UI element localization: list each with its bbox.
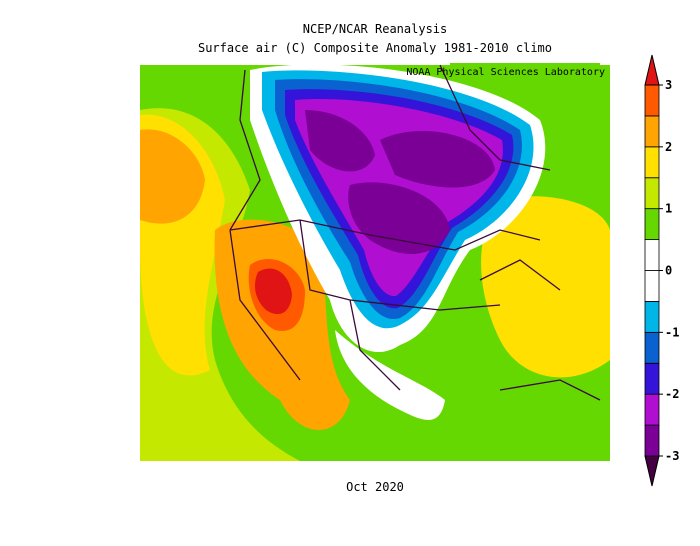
date-label: Oct 2020 bbox=[346, 480, 404, 494]
colorbar-segment bbox=[644, 301, 660, 333]
map bbox=[140, 64, 610, 462]
colorbar-segment bbox=[644, 84, 660, 117]
colorbar-segment bbox=[644, 146, 660, 179]
colorbar-segment bbox=[644, 331, 660, 364]
colorbar-segment bbox=[644, 362, 660, 395]
region bbox=[140, 129, 205, 224]
colorbar-tick-label: 0 bbox=[665, 264, 672, 278]
colorbar-tick-label: -3 bbox=[665, 449, 679, 463]
region bbox=[254, 268, 292, 315]
region bbox=[481, 196, 610, 378]
colorbar-tick-label: 1 bbox=[665, 202, 672, 216]
coastlines bbox=[229, 64, 601, 401]
colorbar-arrow bbox=[644, 455, 660, 487]
borders bbox=[229, 219, 541, 391]
colorbar-arrow bbox=[644, 54, 660, 86]
colorbar-segment bbox=[644, 177, 660, 210]
colorbar-tick-label: -2 bbox=[665, 387, 679, 401]
colorbar-tick-label: 3 bbox=[665, 78, 672, 92]
subtitle: Surface air (C) Composite Anomaly 1981-2… bbox=[198, 41, 552, 55]
colorbar-segment bbox=[644, 393, 660, 426]
colorbar-segment bbox=[644, 115, 660, 148]
colorbar-segment bbox=[644, 208, 660, 240]
region bbox=[305, 110, 375, 172]
title: NCEP/NCAR Reanalysis bbox=[303, 22, 448, 36]
colorbar-segment bbox=[644, 270, 660, 302]
colorbar-tick-label: -1 bbox=[665, 325, 679, 339]
colorbar-segment bbox=[644, 424, 660, 457]
colorbar: -3 -2 -1 0 1 2 3 bbox=[644, 54, 679, 487]
colorbar-tick-label: 2 bbox=[665, 140, 672, 154]
credit: NOAA Physical Sciences Laboratory bbox=[406, 67, 605, 78]
region bbox=[380, 131, 495, 188]
colorbar-segment bbox=[644, 239, 660, 271]
